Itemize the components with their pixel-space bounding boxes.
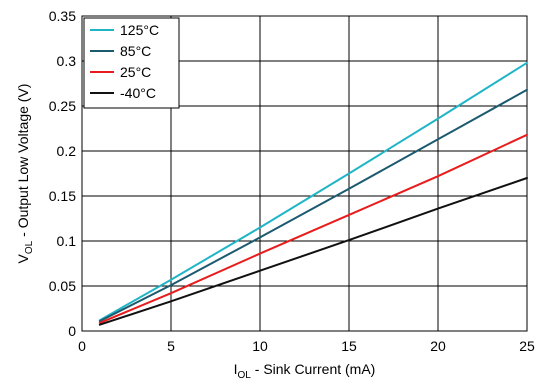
y-axis-title-rest: - Output Low Voltage (V): [15, 84, 31, 241]
y-tick-label: 0.25: [49, 98, 76, 114]
x-tick-label: 5: [167, 338, 175, 354]
x-tick-label: 15: [341, 338, 357, 354]
plot-border: [81, 15, 528, 332]
legend-label: 25°C: [120, 64, 151, 80]
x-tick-label: 20: [430, 338, 446, 354]
y-tick-label: 0.2: [57, 143, 77, 159]
y-axis-title-main: V: [15, 253, 31, 263]
series-line: [98, 61, 528, 322]
y-tick-label: 0.35: [49, 8, 76, 24]
y-axis-title: VOL - Output Low Voltage (V): [15, 84, 35, 264]
x-axis-title: IOL - Sink Current (mA): [234, 361, 376, 381]
series-line: [98, 133, 528, 324]
legend-label: 125°C: [120, 22, 159, 38]
tick-layer: 0 5 10 15 20 25 0 0.05 0.1 0.15 0.2 0.25 0.3 0.35: [49, 8, 535, 354]
x-tick-label: 0: [78, 338, 86, 354]
y-tick-label: 0.3: [57, 53, 77, 69]
y-tick-label: 0.1: [57, 233, 77, 249]
series-layer: [98, 61, 528, 326]
legend: 125°C 85°C 25°C -40°C: [83, 17, 180, 109]
y-tick-label: 0.05: [49, 278, 76, 294]
y-tick-label: 0: [68, 323, 76, 339]
grid-layer: [82, 16, 527, 331]
series-line: [98, 88, 528, 323]
y-axis-title-sub: OL: [24, 240, 35, 254]
x-axis-title-rest: - Sink Current (mA): [251, 361, 375, 377]
legend-label: -40°C: [120, 85, 156, 101]
x-axis-title-sub: OL: [238, 370, 252, 381]
x-tick-label: 25: [519, 338, 535, 354]
legend-label: 85°C: [120, 43, 151, 59]
x-axis-title-main: I: [234, 361, 238, 377]
y-tick-label: 0.15: [49, 188, 76, 204]
x-tick-label: 10: [252, 338, 268, 354]
series-line: [98, 177, 528, 326]
